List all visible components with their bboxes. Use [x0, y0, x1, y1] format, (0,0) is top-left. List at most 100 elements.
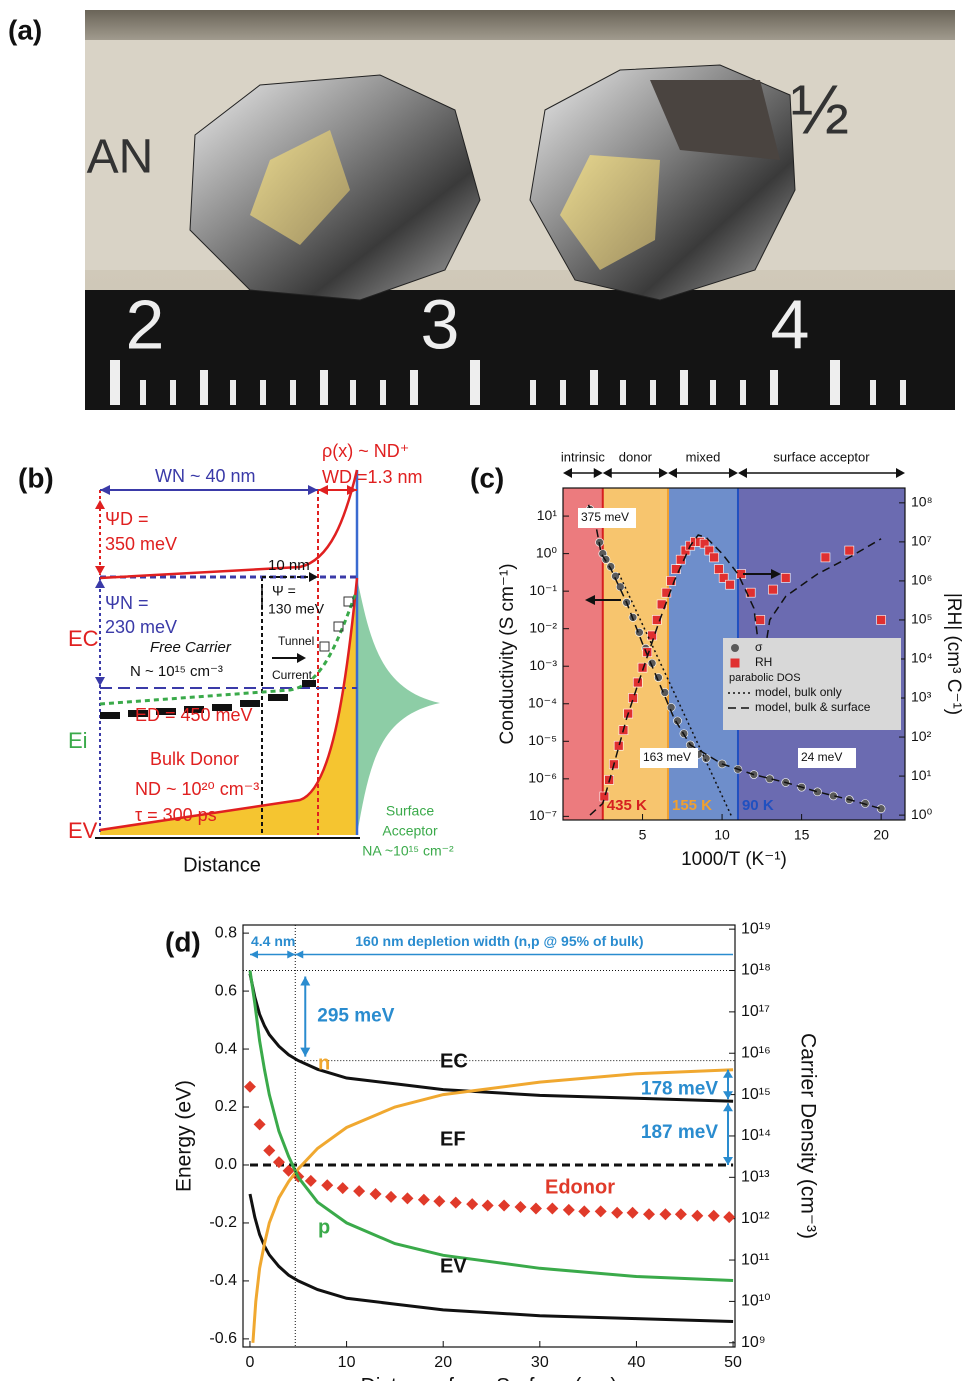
label: 10 nm	[268, 557, 310, 574]
y-tick-label: -0.6	[209, 1330, 237, 1347]
data-point	[877, 615, 886, 624]
annotation: 187 meV	[641, 1122, 718, 1143]
y-tick-label: 10⁻⁴	[528, 694, 557, 710]
label: EV	[68, 818, 98, 843]
y-tick-label: 10⁰	[536, 544, 558, 560]
y2-tick-label: 10⁹	[741, 1334, 766, 1351]
label: N ~ 10¹⁵ cm⁻³	[130, 663, 223, 680]
data-point	[675, 1208, 687, 1220]
axis-label: Distance	[183, 854, 261, 876]
y2-tick-label: 10¹⁷	[741, 1003, 770, 1020]
annotation: 160 nm depletion width (n,p @ 95% of bul…	[355, 933, 643, 949]
label: Ψ =	[272, 583, 296, 599]
photo: 2 3 4 ½ AN	[85, 10, 955, 410]
data-point	[781, 573, 790, 582]
legend-box	[723, 638, 901, 730]
legend-label: model, bulk only	[755, 685, 842, 699]
y-tick-label: 0.2	[215, 1098, 237, 1115]
y-tick-label: 0.6	[215, 982, 237, 999]
y-tick-label: 10¹	[537, 507, 558, 523]
y-tick-label: 0.0	[215, 1156, 237, 1173]
data-point	[611, 1207, 623, 1219]
y2-tick-label: 10⁰	[911, 806, 933, 822]
x-tick-label: 20	[434, 1354, 452, 1371]
data-point	[305, 1175, 317, 1187]
y-tick-label: 10⁻²	[529, 619, 557, 635]
series-label: EC	[440, 1050, 468, 1072]
y2-tick-label: 10⁸	[911, 494, 933, 510]
label: ρ(x) ~ ND⁺	[322, 441, 409, 461]
data-point	[433, 1195, 445, 1207]
data-point	[244, 1081, 256, 1093]
y2-tick-label: 10⁵	[911, 611, 932, 627]
data-point	[546, 1202, 558, 1214]
series-label: p	[318, 1216, 330, 1238]
y2-axis-label: Carrier Density (cm⁻³)	[796, 1033, 819, 1239]
region-label: mixed	[686, 449, 721, 464]
series-label: EV	[440, 1255, 467, 1277]
panel-label: (a)	[8, 14, 42, 45]
y2-tick-label: 10¹²	[741, 1210, 770, 1227]
label: Tunnel	[278, 634, 314, 648]
y2-axis-label: |RH| (cm³ C⁻¹)	[943, 593, 963, 715]
region-temperature: 435 K	[607, 797, 647, 814]
region	[603, 488, 668, 820]
panel-label: (c)	[470, 462, 504, 493]
data-point	[498, 1200, 510, 1212]
ruler-label: 3	[421, 285, 460, 363]
figure: (a) 2 3 4 ½ AN (b)	[0, 0, 963, 1381]
panel-label: (b)	[18, 462, 54, 493]
data-point	[710, 553, 719, 562]
data-point	[731, 659, 740, 668]
y2-tick-label: 10¹⁶	[741, 1044, 771, 1061]
ruler-label: 4	[771, 285, 810, 363]
y2-tick-label: 10¹¹	[741, 1251, 769, 1268]
legend-label: σ	[755, 640, 763, 654]
data-point	[321, 1179, 333, 1191]
y2-tick-label: 10¹⁵	[741, 1086, 771, 1103]
series-label: EF	[440, 1128, 466, 1150]
y-tick-label: 10⁻⁵	[528, 732, 557, 748]
y-tick-label: 0.8	[215, 924, 237, 941]
x-tick-label: 40	[628, 1354, 646, 1371]
y-tick-label: 10⁻⁶	[528, 770, 557, 786]
data-point	[401, 1192, 413, 1204]
data-point	[595, 1205, 607, 1217]
data-point	[638, 663, 647, 672]
y-axis-label: Energy (eV)	[173, 1080, 196, 1192]
data-point	[714, 565, 723, 574]
x-axis-label: Distance from Surface (nm)	[361, 1375, 618, 1381]
data-point	[614, 741, 623, 750]
data-point	[337, 1182, 349, 1194]
series-label: Edonor	[545, 1176, 615, 1198]
label: Surface	[386, 803, 434, 819]
label: Current	[272, 668, 313, 682]
data-point	[643, 1208, 655, 1220]
data-point	[723, 1211, 735, 1223]
data-point	[263, 1144, 275, 1156]
ruler-label: 2	[126, 285, 165, 363]
data-point	[627, 1207, 639, 1219]
label: ΨD =	[105, 509, 149, 529]
data-point	[659, 1208, 671, 1220]
data-point	[726, 580, 735, 589]
y-tick-label: 0.4	[215, 1040, 237, 1057]
x-tick-label: 50	[724, 1354, 742, 1371]
series-label: n	[318, 1052, 330, 1074]
legend-label: RH	[755, 655, 772, 669]
label: Bulk Donor	[150, 749, 239, 769]
data-point	[756, 615, 765, 624]
data-point	[768, 585, 777, 594]
y2-tick-label: 10¹	[911, 767, 932, 783]
y2-tick-label: 10¹³	[741, 1169, 770, 1186]
x-tick-label: 0	[246, 1354, 255, 1371]
annotation: 295 meV	[317, 1006, 394, 1027]
data-point	[418, 1194, 430, 1206]
data-point	[708, 1210, 720, 1222]
y2-tick-label: 10¹⁸	[741, 962, 771, 979]
data-point	[633, 678, 642, 687]
data-point	[482, 1200, 494, 1212]
y-tick-label: 10⁻³	[529, 657, 557, 673]
data-point	[845, 546, 854, 555]
data-point	[370, 1188, 382, 1200]
